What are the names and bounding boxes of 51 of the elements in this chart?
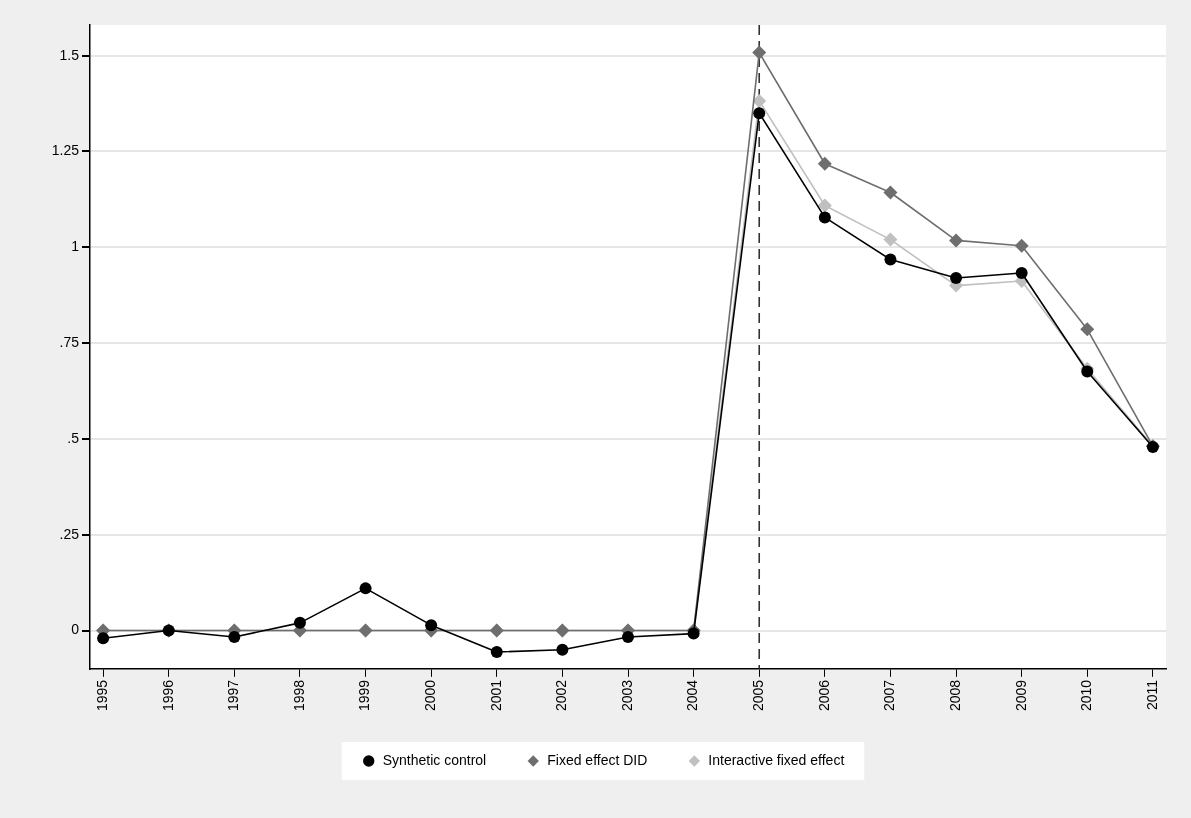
- point: [883, 232, 898, 247]
- legend-label: Synthetic control: [382, 751, 487, 768]
- x-tick-label: 1996: [159, 679, 176, 712]
- point: [359, 582, 372, 595]
- point: [752, 45, 767, 60]
- point: [490, 645, 503, 658]
- point: [1014, 238, 1029, 253]
- point: [228, 631, 241, 644]
- legend-label: Interactive fixed effect: [708, 751, 845, 768]
- point: [884, 253, 897, 266]
- point: [293, 616, 306, 629]
- x-tick-label: 2009: [1012, 679, 1029, 712]
- x-tick-label: 1997: [225, 679, 242, 712]
- point: [97, 632, 110, 645]
- point: [818, 211, 831, 224]
- x-tick-label: 2006: [815, 679, 832, 712]
- x-tick-label: 1995: [93, 679, 110, 712]
- point: [883, 185, 898, 200]
- y-tick-label: .25: [59, 525, 80, 542]
- x-tick-label: 2008: [946, 679, 963, 712]
- x-tick-label: 2000: [422, 679, 439, 712]
- y-tick-label: .5: [67, 429, 80, 446]
- x-tick-label: 2010: [1078, 679, 1095, 712]
- x-tick-label: 2002: [553, 679, 570, 712]
- x-tick-label: 2001: [487, 679, 504, 712]
- point: [556, 643, 569, 656]
- point: [753, 107, 766, 120]
- point: [1081, 365, 1094, 378]
- y-tick-label: 1: [71, 238, 80, 255]
- x-tick-label: 2004: [684, 679, 701, 712]
- x-tick-label: 2011: [1143, 679, 1160, 710]
- y-tick-label: 1.25: [51, 142, 80, 159]
- x-tick-label: 2003: [618, 679, 635, 712]
- x-tick-label: 1999: [356, 679, 373, 712]
- point: [949, 233, 964, 248]
- point: [950, 271, 963, 284]
- point: [1015, 266, 1028, 279]
- point: [817, 198, 832, 213]
- point: [425, 619, 438, 632]
- y-tick-label: 0: [71, 621, 80, 638]
- point: [687, 627, 700, 640]
- point: [1080, 322, 1095, 337]
- x-tick-label: 2007: [881, 679, 898, 712]
- y-tick-label: .75: [59, 333, 80, 350]
- x-tick-label: 2005: [750, 679, 767, 712]
- y-tick-label: 1.5: [59, 46, 80, 63]
- legend-label: Fixed effect DID: [547, 751, 648, 768]
- point: [752, 93, 767, 108]
- point: [817, 156, 832, 171]
- x-tick-label: 1998: [290, 679, 307, 712]
- point: [622, 631, 634, 644]
